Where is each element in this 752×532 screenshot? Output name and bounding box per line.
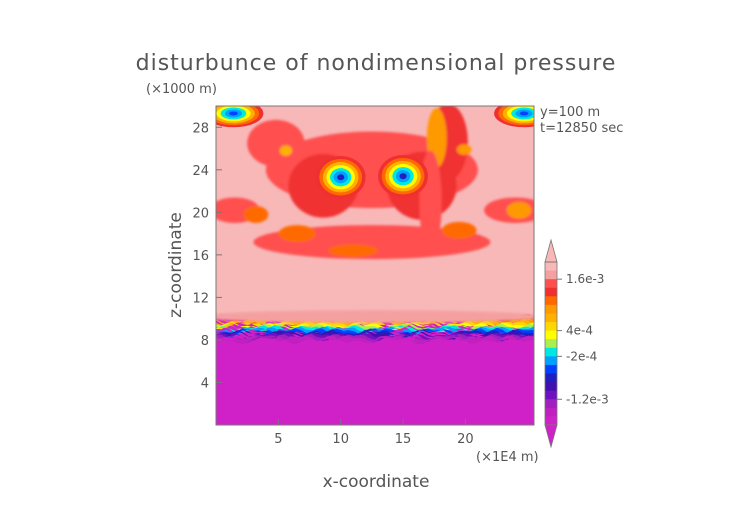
- colorbar-label: 4e-4: [566, 324, 593, 338]
- x-tick-label: 10: [332, 432, 349, 447]
- positive-blob: [278, 225, 316, 243]
- y-unit-label: (×1000 m): [146, 82, 217, 97]
- colorbar-bottom-arrow: [544, 424, 558, 449]
- colorbar-swatch: [545, 279, 557, 289]
- x-tick-label: 5: [274, 432, 282, 447]
- negative-core-ring: [229, 111, 238, 116]
- y-tick-label: 12: [192, 291, 209, 306]
- positive-blob: [441, 221, 477, 239]
- plot-area: [216, 106, 534, 425]
- colorbar-swatch: [545, 390, 557, 400]
- colorbar-swatch: [545, 270, 557, 280]
- x-axis: 5 10 15 20: [274, 419, 474, 447]
- colorbar-swatch: [545, 356, 557, 366]
- positive-blob: [279, 145, 293, 156]
- positive-blob: [456, 144, 472, 155]
- annotation-y: y=100 m: [540, 105, 600, 120]
- plot-frame: [215, 105, 535, 426]
- x-axis-title: x-coordinate: [323, 472, 430, 492]
- negative-core-ring: [399, 173, 407, 180]
- colorbar-swatch: [545, 373, 557, 383]
- y-axis-title: z-coordinate: [166, 212, 186, 318]
- colorbar-swatch: [545, 287, 557, 297]
- y-tick-label: 28: [192, 121, 209, 136]
- colorbar-frame: [544, 261, 558, 426]
- x-unit-label: (×1E4 m): [476, 450, 539, 465]
- negative-core-ring: [337, 174, 345, 181]
- colorbar-swatch: [545, 407, 557, 417]
- colorbar-label: 1.6e-3: [566, 272, 604, 286]
- colorbar-swatch: [545, 322, 557, 332]
- colorbar-swatch: [545, 296, 557, 306]
- colorbar-swatch: [545, 364, 557, 375]
- y-tick-label: 20: [192, 206, 209, 221]
- positive-blob: [216, 310, 534, 323]
- annotation-t: t=12850 sec: [540, 121, 623, 136]
- positive-blob: [506, 201, 532, 219]
- transition-stratum: [216, 327, 534, 338]
- x-tick-label: 20: [457, 432, 474, 447]
- colorbar-swatch: [545, 339, 557, 349]
- negative-core-ring: [519, 111, 529, 116]
- colorbar-swatch: [545, 382, 557, 392]
- y-tick-label: 4: [201, 376, 209, 391]
- y-axis: 4 8 12 16 20 24 28: [192, 121, 222, 391]
- colorbar: 1.6e-3 4e-4 -2e-4 -1.2e-3: [544, 238, 609, 449]
- y-tick-label: 8: [201, 334, 209, 349]
- field-layers: [216, 106, 534, 425]
- positive-blob: [243, 205, 269, 223]
- colorbar-swatch: [545, 347, 557, 357]
- colorbar-top-arrow: [544, 238, 558, 263]
- positive-blob: [247, 119, 305, 167]
- y-tick-label: 24: [192, 164, 209, 179]
- colorbar-swatch: [545, 416, 557, 426]
- colorbar-label: -2e-4: [566, 349, 597, 363]
- chart-title: disturbunce of nondimensional pressure: [136, 51, 617, 76]
- colorbar-swatch: [545, 262, 557, 272]
- x-tick-label: 15: [395, 432, 412, 447]
- colorbar-swatch: [545, 313, 557, 323]
- positive-blob: [328, 244, 379, 257]
- transition-stratum: [216, 335, 534, 345]
- colorbar-swatch: [545, 330, 557, 340]
- colorbar-label: -1.2e-3: [566, 392, 609, 406]
- colorbar-swatch: [545, 399, 557, 409]
- y-tick-label: 16: [192, 249, 209, 264]
- transition-stratum: [216, 325, 534, 335]
- colorbar-swatch: [545, 304, 557, 314]
